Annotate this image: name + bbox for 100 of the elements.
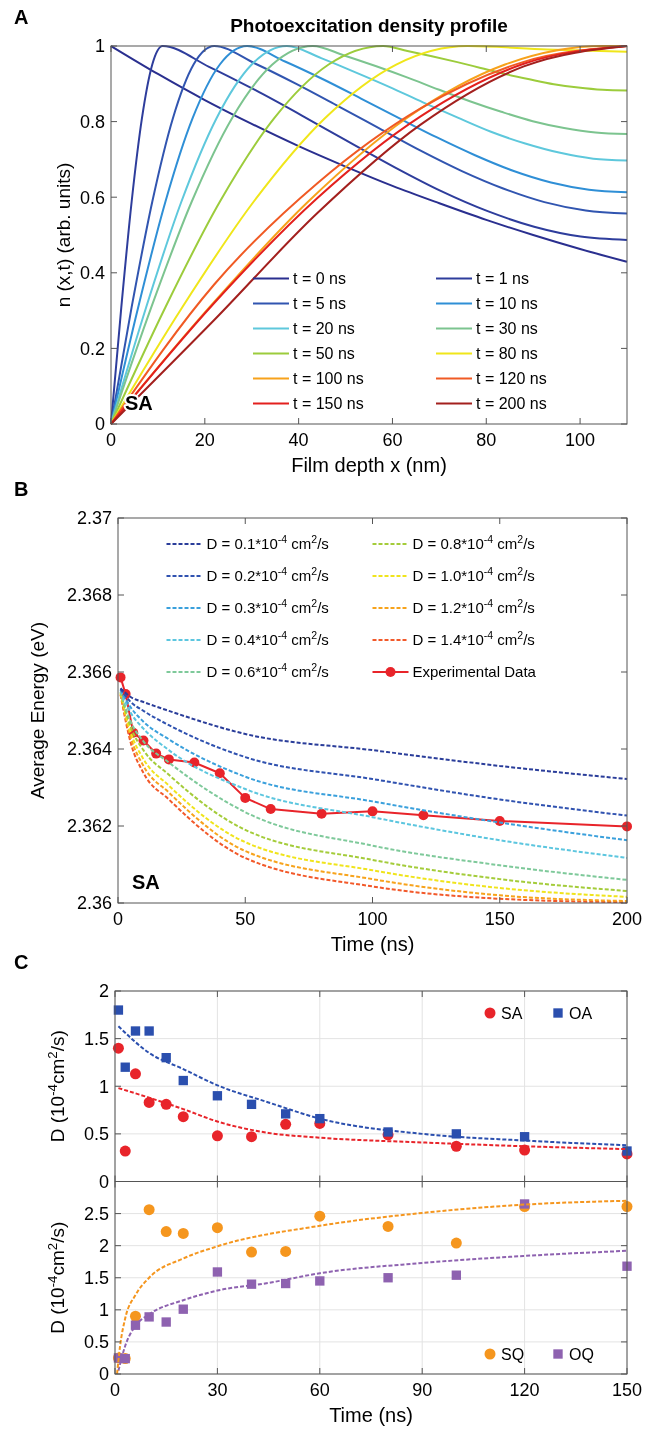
point [129,1068,141,1080]
x-tick-label: 150 [611,1380,643,1400]
y-tick-label: 0.5 [83,1332,109,1353]
y-tick-label: 0 [98,1364,109,1385]
x-tick-label: 40 [288,430,309,450]
legend-label: t = 5 ns [293,295,346,313]
line-series [110,45,628,425]
y-tick-label: 0.2 [79,338,105,359]
point [418,810,429,821]
x-tick-label: 90 [412,1380,433,1400]
x-tick-label: 60 [309,1380,330,1400]
legend-label: D = 1.0*10$^{-4}$ cm$^{2}$/s [412,565,535,585]
point [280,1245,292,1257]
legend-label: t = 80 ns [476,345,538,363]
legend-label: D = 0.3*10$^{-4}$ cm$^{2}$/s [206,597,329,617]
point [265,804,276,815]
point [240,792,251,803]
point [178,1075,188,1086]
point [246,1246,258,1258]
point [314,1210,326,1222]
legend-label: t = 100 ns [293,370,364,388]
point [177,1111,189,1123]
x-tick-label: 120 [509,1380,540,1400]
text: C [14,951,29,973]
x-tick-label: 60 [382,430,403,450]
point [211,1130,223,1142]
point [451,1270,462,1280]
point [130,1026,141,1036]
point [177,1227,189,1239]
x-axis-title: Time (ns) [329,1404,413,1426]
y-tick-label: 2.362 [66,816,112,837]
legend-label: D = 0.8*10$^{-4}$ cm$^{2}$/s [412,533,535,553]
y-tick-label: 1 [98,1300,109,1321]
y-tick-label: 0.4 [79,263,105,284]
point [143,1204,155,1216]
line-series [119,687,628,781]
legend-label: D = 0.2*10$^{-4}$ cm$^{2}$/s [206,565,329,585]
point [450,1237,462,1249]
y-tick-label: 1.5 [83,1028,109,1049]
legend-label: t = 120 ns [476,370,547,388]
point [178,1304,188,1314]
point [451,1129,462,1139]
point [212,1091,223,1101]
y-tick-label: 0.5 [83,1124,109,1145]
y-axis-title: n (x,t) (arb. units) [53,162,74,308]
annotation: SA [132,871,160,893]
legend-label: t = 50 ns [293,345,355,363]
line-series [119,687,628,817]
x-tick-label: 20 [194,430,215,450]
legend-label: t = 200 ns [476,395,547,413]
legend-label: D = 0.4*10$^{-4}$ cm$^{2}$/s [206,629,329,649]
legend-label: Experimental Data [412,663,537,681]
y-tick-label: 0.6 [79,187,105,208]
line-series [110,45,628,263]
point [129,1310,141,1322]
y-tick-label: 0 [98,1171,109,1192]
y-tick-label: 2.368 [66,585,112,606]
point [119,1145,131,1157]
x-axis-title: Film depth x (nm) [291,454,447,476]
point [382,1220,394,1232]
legend-label: D = 1.2*10$^{-4}$ cm$^{2}$/s [412,597,535,617]
text: B [14,478,29,500]
point [161,1317,171,1327]
y-tick-label: 2 [98,981,109,1002]
point [280,1109,291,1119]
x-tick-label: 200 [611,909,643,929]
y-tick-label: 1 [98,1076,109,1097]
point [280,1118,292,1130]
y-tick-label: 2.5 [83,1203,109,1224]
chart-title: Photoexcitation density profile [230,15,508,36]
legend-label: t = 30 ns [476,320,538,338]
y-tick-label: 2.366 [66,662,112,683]
point [383,1127,393,1137]
point [144,1026,154,1036]
x-tick-label: 80 [476,430,497,450]
point [120,1062,130,1072]
legend-label: SQ [501,1345,525,1363]
y-tick-label: 2.36 [76,893,112,914]
x-axis-title: Time (ns) [330,933,415,955]
legend-label: SA [501,1004,523,1022]
y-tick-label: 0 [94,414,105,435]
point [316,808,327,819]
legend-label: t = 20 ns [293,320,355,338]
x-tick-label: 30 [207,1380,228,1400]
y-axis-title: Average Energy (eV) [27,621,48,800]
y-tick-label: 2 [98,1235,109,1256]
legend-label: t = 1 ns [476,270,529,288]
legend-label: OA [569,1004,593,1022]
legend-label: D = 0.1*10$^{-4}$ cm$^{2}$/s [206,533,329,553]
point [160,1226,172,1238]
x-tick-label: 50 [235,909,256,929]
y-tick-label: 0.8 [79,111,105,132]
x-tick-label: 150 [484,909,515,929]
point [367,806,378,817]
text: A [14,6,29,28]
y-tick-label: 2.364 [66,739,112,760]
point [144,1312,154,1322]
legend-label: t = 150 ns [293,395,364,413]
point [315,1276,325,1286]
y-tick-label: 1 [94,36,105,57]
